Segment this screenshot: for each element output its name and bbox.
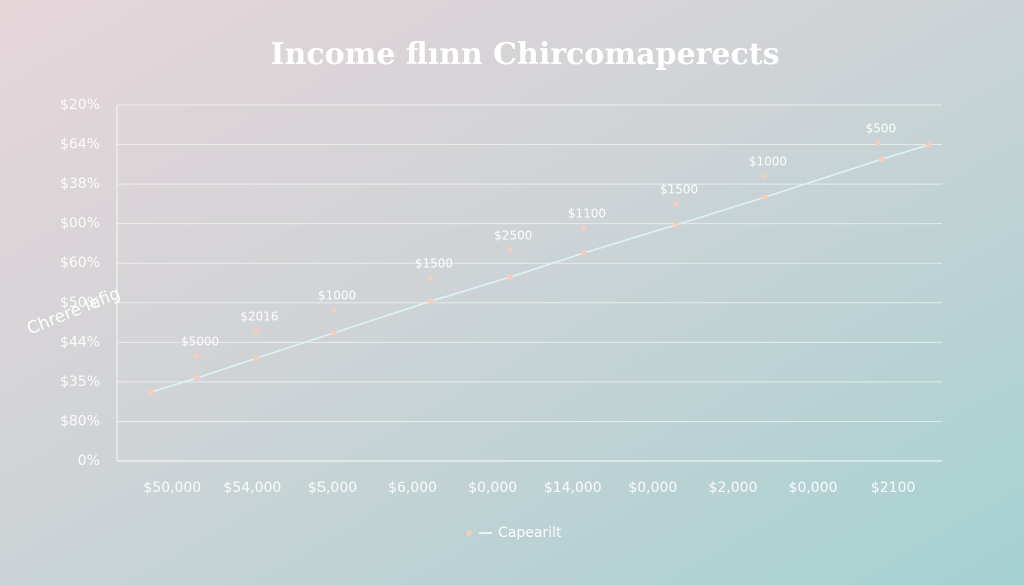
point — [253, 355, 260, 362]
point — [580, 249, 587, 256]
y-tick-label: $20% — [60, 97, 100, 113]
chart-title: Income flınn Chircomaperects — [271, 37, 780, 72]
annotation-point — [673, 201, 679, 207]
x-tick-label: $0,000 — [468, 480, 517, 496]
annotation-point — [507, 247, 514, 253]
annotation-point — [428, 275, 434, 281]
x-tick-label: $0,000 — [789, 480, 838, 496]
legend-marker — [466, 530, 472, 536]
y-tick-label: $80% — [60, 413, 100, 429]
y-tick-label: $44% — [60, 334, 100, 350]
point — [673, 221, 680, 228]
x-tick-label: $14,000 — [544, 480, 602, 496]
y-tick-label: $38% — [60, 176, 100, 192]
annotation-label: $1100 — [568, 207, 606, 221]
annotation-label: $500 — [866, 121, 897, 135]
y-tick-label: $50% — [60, 295, 100, 311]
point — [507, 274, 514, 281]
x-tick-label: $2,000 — [708, 480, 757, 496]
x-tick-label: $0,000 — [628, 480, 677, 496]
annotation-point — [194, 353, 200, 359]
annotation-point — [331, 307, 337, 313]
point — [427, 298, 434, 305]
annotation-point — [581, 225, 587, 231]
x-tick-label: $6,000 — [388, 480, 437, 496]
x-tick-label: $50,000 — [143, 480, 201, 496]
point — [194, 374, 201, 381]
y-tick-label: $64% — [60, 137, 100, 153]
point — [761, 194, 768, 201]
annotation-label: $1000 — [318, 288, 356, 302]
point — [878, 156, 885, 163]
point — [925, 141, 932, 148]
annotation-label: $1000 — [749, 155, 787, 169]
annotation-point — [762, 173, 768, 179]
legend-label: Capearilt — [498, 525, 562, 541]
annotation-label: $5000 — [181, 335, 219, 349]
y-tick-label: $35% — [60, 374, 100, 390]
y-tick-label: $60% — [60, 255, 100, 271]
annotation-label: $2500 — [494, 229, 532, 243]
x-tick-label: $54,000 — [223, 480, 281, 496]
annotation-label: $2016 — [240, 309, 278, 323]
y-tick-label: 0% — [78, 453, 100, 469]
y-tick-label: $00% — [60, 216, 100, 232]
annotation-label: $1500 — [660, 182, 698, 196]
x-tick-label: $2100 — [871, 480, 916, 496]
point — [331, 329, 338, 336]
annotation-point — [875, 140, 881, 146]
annotation-point — [253, 328, 260, 334]
point — [147, 389, 154, 396]
x-tick-label: $Ƽ,000 — [308, 480, 357, 496]
annotation-label: $1500 — [415, 256, 453, 270]
